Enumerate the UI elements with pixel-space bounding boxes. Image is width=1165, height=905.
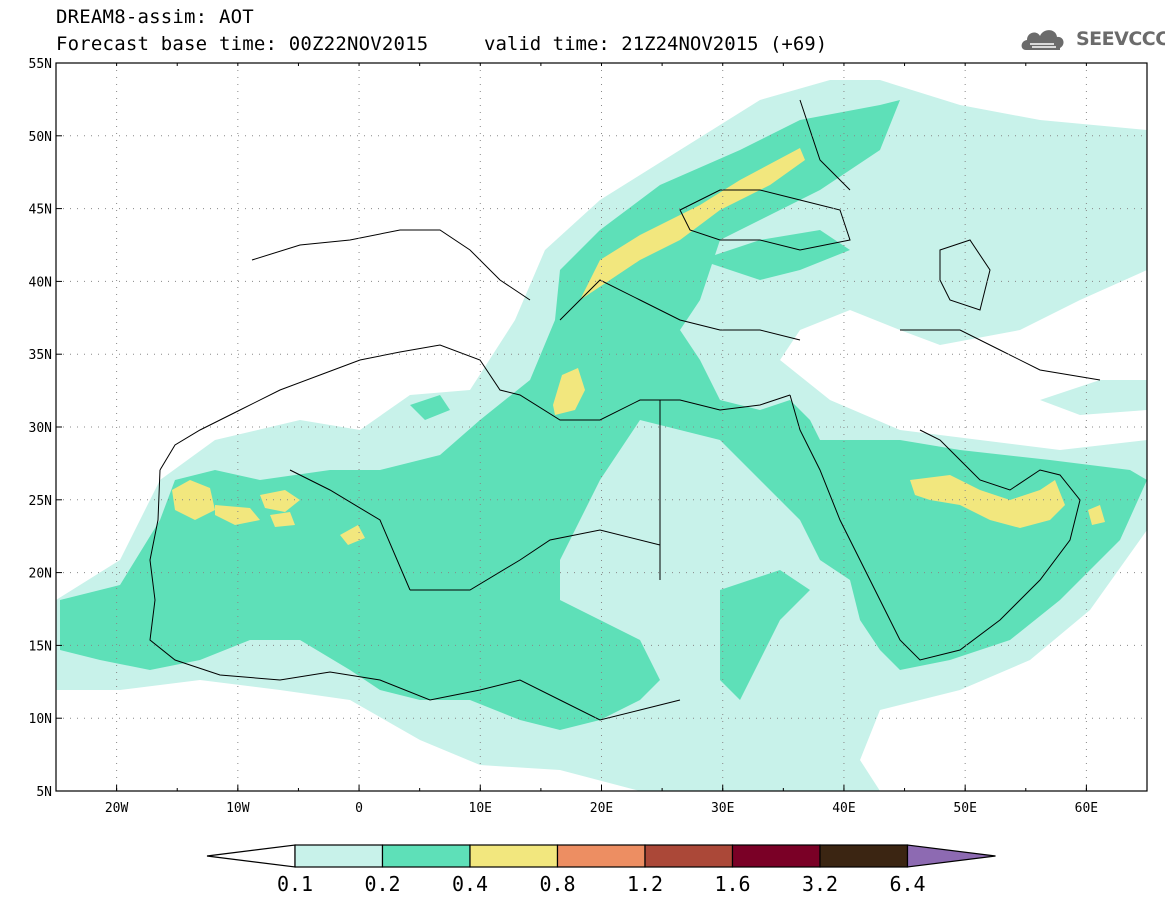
valid-time: valid time: 21Z24NOV2015 (+69) (484, 33, 828, 55)
forecast-base-time: Forecast base time: 00Z22NOV2015 (56, 33, 429, 55)
colorbar-level-label: 0.8 (539, 872, 575, 896)
colorbar-segment (381, 844, 471, 868)
colorbar-level-label: 0.4 (452, 872, 488, 896)
map-title: DREAM8-assim: AOT (56, 6, 254, 28)
lat-tick-label: 20N (29, 567, 52, 582)
colorbar-segment (731, 844, 821, 868)
cloud-icon (1021, 30, 1064, 50)
lon-tick-label: 30E (711, 801, 734, 816)
colorbar-level-label: 0.2 (364, 872, 400, 896)
lat-tick-label: 30N (29, 421, 52, 436)
lat-tick-label: 45N (29, 203, 52, 218)
lat-tick-label: 10N (29, 712, 52, 727)
lon-tick-label: 20W (105, 801, 129, 816)
lon-tick-label: 50E (953, 801, 976, 816)
coastlines (149, 99, 1101, 721)
lon-tick-label: 60E (1075, 801, 1098, 816)
colorbar-level-label: 3.2 (802, 872, 838, 896)
lat-tick-label: 35N (29, 348, 52, 363)
colorbar-segment (819, 844, 909, 868)
lat-tick-label: 5N (36, 785, 52, 800)
lat-tick-label: 40N (29, 275, 52, 290)
axis-ticks: 20W 10W 0 10E 20E 30E 40E 50E 60E 55N 50N 45N 40N 35N… (29, 57, 1148, 816)
lon-tick-label: 10W (226, 801, 250, 816)
lat-tick-label: 25N (29, 494, 52, 509)
aot-level-0.4 (172, 148, 1105, 545)
aot-field (56, 80, 1147, 791)
colorbar-segment (556, 844, 646, 868)
lat-tick-label: 15N (29, 639, 52, 654)
lat-tick-label: 55N (29, 57, 52, 72)
colorbar-segment (644, 844, 734, 868)
lat-lon-grid (56, 62, 1147, 792)
colorbar-upper-arrow (906, 844, 996, 868)
colorbar-level-label: 6.4 (889, 872, 925, 896)
colorbar-level-label: 1.2 (627, 872, 663, 896)
logo-text: SEEVCCC (1076, 28, 1165, 50)
lat-tick-label: 50N (29, 130, 52, 145)
colorbar-segment (294, 844, 384, 868)
colorbar-level-label: 1.6 (714, 872, 750, 896)
colorbar: 0.1 0.2 0.4 0.8 1.2 1.6 3.2 6.4 (206, 844, 996, 896)
lon-tick-label: 10E (469, 801, 492, 816)
lon-tick-label: 40E (832, 801, 855, 816)
lon-tick-label: 20E (590, 801, 613, 816)
seevccc-logo: SEEVCCC (1018, 22, 1165, 58)
colorbar-segment (469, 844, 559, 868)
lon-tick-label: 0 (355, 801, 363, 816)
colorbar-level-label: 0.1 (277, 872, 313, 896)
colorbar-lower-arrow (206, 844, 296, 868)
